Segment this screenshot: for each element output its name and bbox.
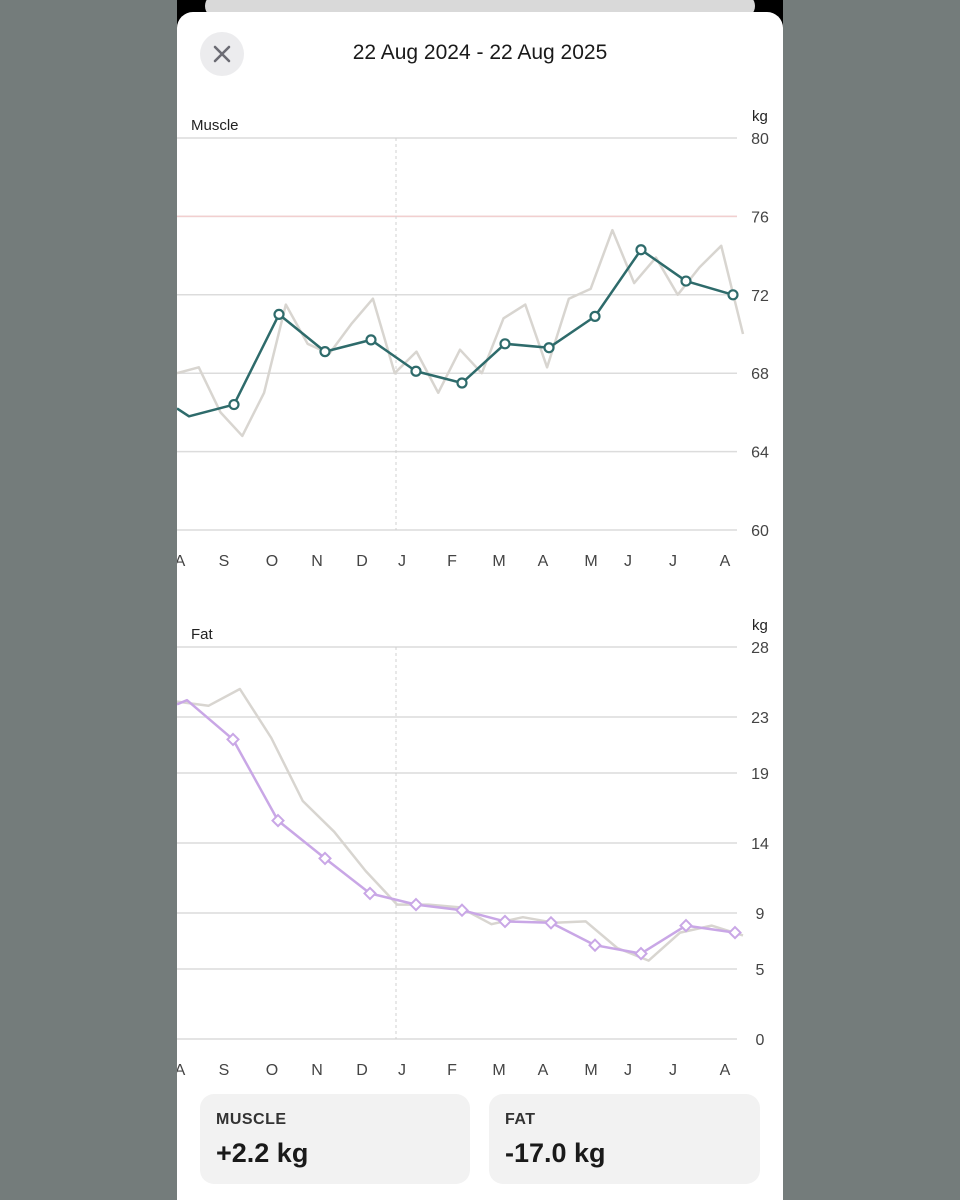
data-point-marker bbox=[635, 244, 647, 256]
data-point-marker bbox=[544, 915, 558, 930]
fat-chart: Fat kg 28 23 19 14 9 5 0 A S O N D J F M A M J J A bbox=[177, 610, 783, 1080]
date-range-title: 22 Aug 2024 - 22 Aug 2025 bbox=[352, 41, 608, 64]
muscle-summary-label: MUSCLE bbox=[216, 1111, 287, 1128]
x-tick-label: J bbox=[398, 553, 406, 570]
x-tick-label: A bbox=[177, 553, 186, 570]
data-point-marker bbox=[543, 342, 555, 354]
data-point-marker bbox=[498, 914, 512, 929]
data-point-marker bbox=[363, 886, 377, 901]
trend-series-line bbox=[177, 698, 736, 955]
x-tick-label: S bbox=[219, 1062, 230, 1079]
unit-label-muscle: kg bbox=[752, 108, 768, 125]
data-point-marker bbox=[455, 903, 469, 918]
fat-summary-value: -17.0 kg bbox=[505, 1138, 606, 1168]
x-tick-label: J bbox=[669, 1062, 677, 1079]
data-point-marker bbox=[228, 398, 240, 411]
x-tick-label: J bbox=[669, 553, 677, 570]
fat-plot[interactable]: 28 23 19 14 9 5 0 A S O N D J F M A M J J A bbox=[177, 610, 783, 1080]
muscle-summary-card: MUSCLE +2.2 kg bbox=[200, 1094, 470, 1184]
x-tick-label: A bbox=[720, 1062, 731, 1079]
raw-series-line bbox=[177, 687, 744, 962]
y-tick-label: 76 bbox=[751, 209, 769, 226]
x-tick-label: D bbox=[356, 1062, 368, 1079]
y-tick-label: 9 bbox=[756, 906, 765, 923]
data-point-marker bbox=[634, 946, 648, 961]
x-tick-label: M bbox=[584, 553, 597, 570]
data-point-marker bbox=[456, 377, 468, 389]
x-tick-label: O bbox=[266, 553, 278, 570]
x-tick-label: M bbox=[584, 1062, 597, 1079]
data-point-marker bbox=[271, 813, 285, 828]
y-tick-label: 28 bbox=[751, 640, 769, 657]
y-tick-label: 60 bbox=[751, 523, 769, 540]
x-tick-label: A bbox=[538, 1062, 549, 1079]
data-point-marker bbox=[589, 310, 601, 322]
y-tick-label: 19 bbox=[751, 766, 769, 783]
x-tick-label: N bbox=[311, 1062, 323, 1079]
data-point-marker bbox=[319, 346, 331, 358]
x-tick-label: A bbox=[538, 553, 549, 570]
x-tick-label: M bbox=[492, 553, 505, 570]
close-button[interactable] bbox=[200, 32, 244, 76]
x-tick-label: F bbox=[447, 1062, 457, 1079]
x-tick-label: O bbox=[266, 1062, 278, 1079]
unit-label-fat: kg bbox=[752, 617, 768, 634]
data-point-marker bbox=[679, 918, 693, 933]
x-tick-label: M bbox=[492, 1062, 505, 1079]
y-tick-label: 68 bbox=[751, 366, 769, 383]
data-point-marker bbox=[318, 851, 332, 866]
y-tick-label: 5 bbox=[756, 962, 765, 979]
data-point-marker bbox=[226, 732, 240, 747]
y-tick-label: 14 bbox=[751, 836, 769, 853]
data-point-marker bbox=[727, 289, 739, 301]
fat-summary-card: FAT -17.0 kg bbox=[489, 1094, 760, 1184]
y-tick-label: 0 bbox=[756, 1032, 765, 1049]
x-tick-label: J bbox=[624, 1062, 632, 1079]
x-tick-label: S bbox=[219, 553, 230, 570]
x-tick-label: A bbox=[177, 1062, 186, 1079]
data-point-marker bbox=[728, 925, 742, 940]
data-point-marker bbox=[680, 275, 692, 287]
data-point-marker bbox=[273, 308, 285, 320]
x-tick-label: J bbox=[624, 553, 632, 570]
x-tick-label: N bbox=[311, 553, 323, 570]
y-tick-label: 72 bbox=[751, 288, 769, 305]
x-tick-label: J bbox=[398, 1062, 406, 1079]
data-point-marker bbox=[409, 897, 423, 912]
x-tick-label: D bbox=[356, 553, 368, 570]
chart-label-fat: Fat bbox=[191, 626, 213, 643]
muscle-chart: Muscle kg 80 76 72 68 64 60 A S O N D J F M A M J J A bbox=[177, 102, 783, 592]
bottom-sheet: 22 Aug 2024 - 22 Aug 2025 Muscle kg 80 76… bbox=[177, 12, 783, 1200]
data-point-marker bbox=[499, 338, 511, 350]
close-icon bbox=[213, 45, 231, 63]
muscle-summary-value: +2.2 kg bbox=[216, 1138, 309, 1168]
y-tick-label: 64 bbox=[751, 445, 769, 462]
data-point-marker bbox=[410, 365, 422, 377]
muscle-plot[interactable]: 80 76 72 68 64 60 A S O N D J F M A M J J A bbox=[177, 102, 783, 592]
trend-series-line bbox=[177, 248, 734, 418]
x-tick-label: F bbox=[447, 553, 457, 570]
y-tick-label: 23 bbox=[751, 710, 769, 727]
y-tick-label: 80 bbox=[751, 131, 769, 148]
raw-series-line bbox=[177, 228, 745, 438]
data-point-marker bbox=[588, 938, 602, 953]
x-tick-label: A bbox=[720, 553, 731, 570]
chart-label-muscle: Muscle bbox=[191, 117, 239, 134]
data-point-marker bbox=[365, 334, 377, 346]
fat-summary-label: FAT bbox=[505, 1111, 536, 1128]
phone-frame: 22 Aug 2024 - 22 Aug 2025 Muscle kg 80 76… bbox=[177, 0, 783, 1200]
